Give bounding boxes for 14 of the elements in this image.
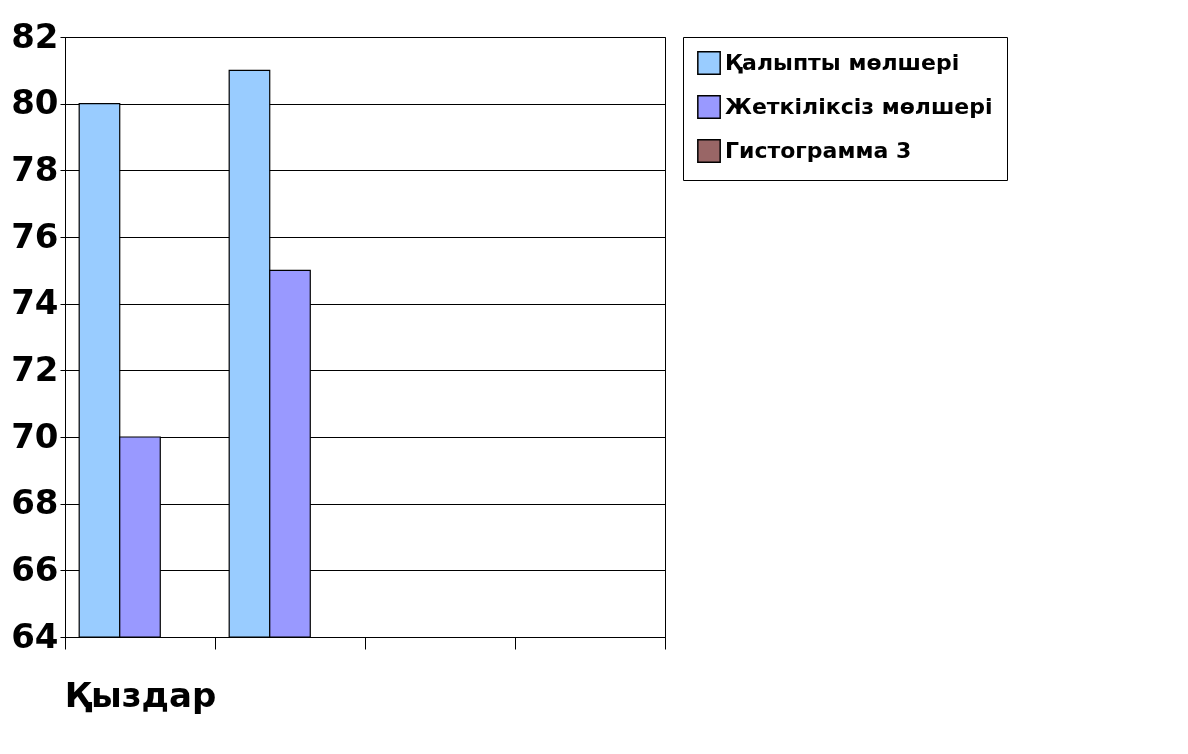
y-tick-label: 80 bbox=[11, 82, 59, 123]
y-tick-label: 82 bbox=[11, 15, 59, 56]
y-tick-label: 78 bbox=[11, 148, 59, 189]
y-tick-label: 72 bbox=[11, 348, 59, 389]
y-tick-label: 74 bbox=[11, 282, 59, 323]
legend-label: Гистограмма 3 bbox=[725, 138, 912, 163]
y-tick-label: 68 bbox=[11, 482, 59, 523]
y-tick-label: 76 bbox=[11, 215, 59, 256]
legend-label: Қалыпты мөлшері bbox=[725, 50, 960, 75]
y-tick-label: 70 bbox=[11, 415, 59, 456]
legend-label: Жеткіліксіз мөлшері bbox=[725, 94, 993, 119]
y-tick-label: 64 bbox=[11, 615, 59, 656]
x-tick-label: Қыздар bbox=[64, 674, 217, 715]
y-tick-label: 66 bbox=[11, 548, 59, 589]
